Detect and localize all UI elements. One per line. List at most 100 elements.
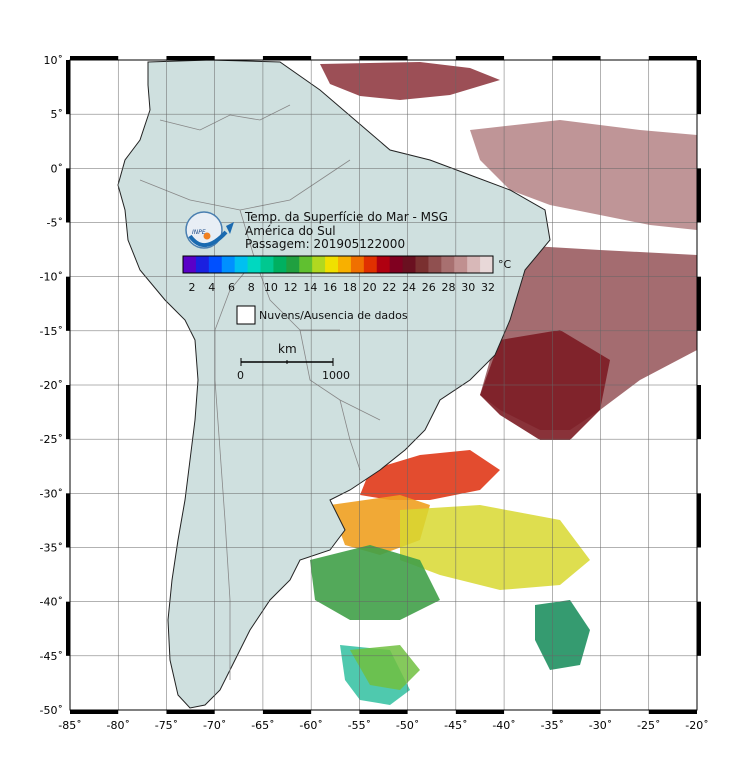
map-content [70,60,697,710]
frame-bar-bottom [70,710,119,714]
scale-start: 0 [237,369,244,382]
colorbar-tick-label: 14 [303,281,317,294]
frame-bar-bottom [359,710,408,714]
colorbar-tick-label: 32 [481,281,495,294]
no-data-swatch [236,305,256,325]
latitude-label: -35˚ [40,542,63,555]
colorbar-segment [260,256,274,273]
latitude-label: -15˚ [40,325,63,338]
frame-bar-bottom [648,710,697,714]
latitude-labels: 10˚ 5˚ 0˚ -5˚ -10˚ -15˚ -20˚ -25˚ -30˚ -35˚ -40˚ -4… [40,54,63,717]
colorbar-tick-label: 4 [208,281,215,294]
latitude-label: 5˚ [51,108,64,121]
logo-text: INPE [192,229,206,236]
frame-bar-top [359,56,408,60]
colorbar-segment [273,256,287,273]
map-title: Temp. da Superfície do Mar - MSG [244,210,448,224]
colorbar-segment [195,256,210,273]
colorbar-segment [402,256,416,273]
colorbar-tick-label: 26 [422,281,436,294]
colorbar-tick-label: 2 [189,281,196,294]
frame-bar-bottom [262,710,312,714]
longitude-label: -75˚ [155,719,178,732]
colorbar-segment [467,256,481,273]
frame-ticks [66,56,701,714]
map-region: América do Sul [245,224,336,238]
colorbar-tick-label: 18 [343,281,357,294]
sst-northeast-patch [470,120,697,230]
colorbar [182,255,494,274]
longitude-label: -65˚ [251,719,274,732]
latitude-label: -20˚ [40,379,63,392]
latitude-label: -45˚ [40,650,63,663]
colorbar-segment [363,256,378,273]
frame-bar-top [648,56,697,60]
colorbar-segment [441,256,455,273]
longitude-label: -55˚ [348,719,371,732]
colorbar-segment [480,256,494,273]
colorbar-segment [428,256,442,273]
latitude-label: -50˚ [40,704,63,717]
longitude-label: -40˚ [492,719,515,732]
colorbar-segment [312,256,326,273]
colorbar-segment [234,256,249,273]
colorbar-segment [338,256,352,273]
colorbar-tick-label: 8 [248,281,255,294]
latitude-label: -10˚ [40,271,63,284]
longitude-label: -45˚ [444,719,467,732]
colorbar-tick-label: 28 [442,281,456,294]
frame-bar-left [66,276,70,331]
frame-bar-left [66,385,70,440]
frame-bar-right [697,493,701,548]
colorbar-segment [415,256,429,273]
longitude-label: -85˚ [58,719,81,732]
frame-bar-top [552,56,601,60]
latitude-label: -5˚ [47,217,63,230]
frame-bar-bottom [552,710,601,714]
colorbar-tick-label: 6 [228,281,235,294]
longitude-label: -70˚ [203,719,226,732]
colorbar-unit: °C [498,258,512,271]
frame-bar-right [697,276,701,331]
sst-southeast-green [535,600,590,670]
colorbar-segment [299,256,313,273]
scale-bar [240,358,334,366]
longitude-label: -60˚ [299,719,322,732]
frame-bar-bottom [455,710,505,714]
frame-bar-right [697,385,701,440]
colorbar-tick-label: 16 [323,281,337,294]
colorbar-segment [376,256,391,273]
longitude-label: -30˚ [589,719,612,732]
colorbar-segment [208,256,223,273]
colorbar-tick-label: 24 [402,281,416,294]
longitude-label: -35˚ [541,719,564,732]
country-borders [139,104,381,680]
frame-bar-top [455,56,505,60]
longitude-label: -20˚ [685,719,708,732]
colorbar-tick-label: 20 [363,281,377,294]
frame-bar-right [697,60,701,115]
frame-bar-left [66,60,70,115]
colorbar-border [182,255,494,274]
frame-bar-left [66,168,70,223]
colorbar-segment [454,256,468,273]
sst-south-warm [360,450,500,500]
colorbar-tick-label: 10 [264,281,278,294]
colorbar-segment [286,256,300,273]
longitude-label: -50˚ [396,719,419,732]
colorbar-segment [183,256,197,273]
frame-bar-top [166,56,215,60]
colorbar-tick-label: 22 [382,281,396,294]
graticule [70,60,697,710]
frame-bar-right [697,601,701,656]
sst-north-patch [320,62,500,100]
colorbar-segment [221,256,236,273]
scale-end: 1000 [322,369,350,382]
colorbar-tick-label: 30 [461,281,475,294]
inpe-logo: INPE [185,211,234,249]
sst-southwest-green [350,645,420,690]
frame-bar-top [262,56,312,60]
no-data-label: Nuvens/Ausencia de dados [259,309,408,322]
latitude-label: -40˚ [40,596,63,609]
